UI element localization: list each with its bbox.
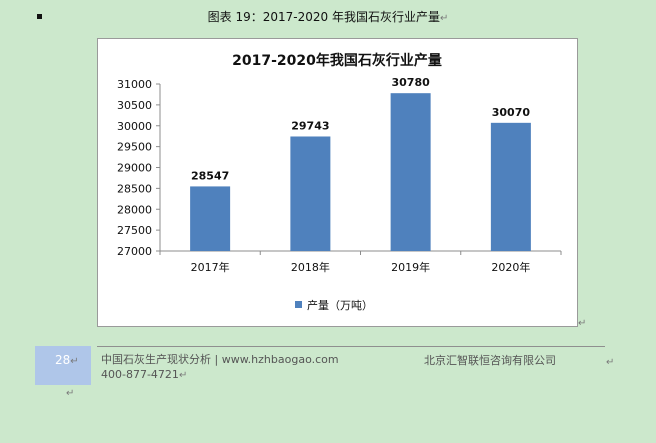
y-tick-label: 28500 xyxy=(117,182,152,195)
page-number: 28↵ xyxy=(55,353,79,367)
bar-chart: 2017-2020年我国石灰行业产量 27000 27500 28000 28500 29… xyxy=(117,52,562,312)
list-bullet xyxy=(37,14,42,19)
footer-site-line: 中国石灰生产现状分析 | www.hzhbaogao.com xyxy=(101,353,339,366)
data-label: 29743 xyxy=(291,119,329,132)
page-number-text: 28 xyxy=(55,353,71,367)
caption-text: 图表 19：2017-2020 年我国石灰行业产量 xyxy=(207,10,440,24)
data-label: 28547 xyxy=(191,169,229,182)
footer-phone-line: 400-877-4721↵ xyxy=(101,367,339,383)
data-label: 30070 xyxy=(492,106,531,119)
paragraph-mark: ↵ xyxy=(66,388,75,399)
bar xyxy=(490,122,531,251)
data-label: 30780 xyxy=(391,76,430,89)
x-tick-label: 2018年 xyxy=(291,260,330,274)
x-tick-label: 2020年 xyxy=(491,260,530,274)
y-tick-label: 31000 xyxy=(117,78,152,91)
x-tick-label: 2017年 xyxy=(191,260,230,274)
chart-title: 2017-2020年我国石灰行业产量 xyxy=(232,52,442,69)
footer-phone: 400-877-4721 xyxy=(101,368,179,381)
y-tick-label: 30500 xyxy=(117,99,152,112)
footer-company-name: 北京汇智联恒咨询有限公司 xyxy=(424,354,556,367)
legend-swatch xyxy=(295,301,302,308)
bar xyxy=(190,186,231,251)
chart-container: 2017-2020年我国石灰行业产量 27000 27500 28000 28500 29… xyxy=(97,38,578,327)
footer-publisher-info: 中国石灰生产现状分析 | www.hzhbaogao.com 400-877-4… xyxy=(101,352,339,383)
paragraph-mark: ↵ xyxy=(606,357,615,368)
x-tick-label: 2019年 xyxy=(391,260,430,274)
figure-caption: 图表 19：2017-2020 年我国石灰行业产量↵ xyxy=(0,8,656,25)
paragraph-mark: ↵ xyxy=(439,13,449,24)
footer-divider xyxy=(97,346,605,347)
y-tick-label: 29000 xyxy=(117,162,152,175)
paragraph-mark: ↵ xyxy=(178,370,188,381)
paragraph-mark: ↵ xyxy=(70,356,79,367)
page-number-box xyxy=(35,346,91,385)
bar xyxy=(390,93,431,251)
legend-label: 产量（万吨） xyxy=(307,298,373,312)
y-tick-label: 28000 xyxy=(117,203,152,216)
bar xyxy=(290,136,331,251)
y-tick-label: 27000 xyxy=(117,245,152,258)
y-tick-label: 30000 xyxy=(117,120,152,133)
y-tick-label: 29500 xyxy=(117,141,152,154)
paragraph-mark: ↵ xyxy=(578,318,587,329)
y-tick-label: 27500 xyxy=(117,224,152,237)
